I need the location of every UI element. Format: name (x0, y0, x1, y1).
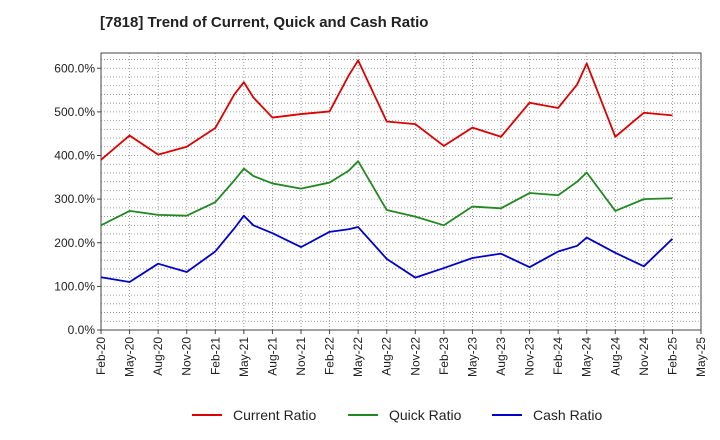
x-tick-label: May-21 (237, 337, 251, 377)
grid-layer (100, 53, 702, 330)
x-tick-label: Feb-25 (665, 337, 679, 375)
legend-label-quick-ratio: Quick Ratio (389, 407, 462, 423)
x-tick-label: Aug-22 (380, 337, 394, 376)
x-tick-label: Feb-21 (208, 337, 222, 375)
series-layer (100, 59, 674, 283)
y-tick-label: 500.0% (54, 105, 95, 119)
x-tick-label: May-22 (351, 337, 365, 377)
legend-label-current-ratio: Current Ratio (233, 407, 316, 423)
x-tick-label: Nov-20 (180, 337, 194, 376)
y-tick-label: 0.0% (68, 323, 96, 337)
x-tick-label: Nov-23 (523, 337, 537, 376)
x-tick-label: Aug-23 (494, 337, 508, 376)
y-tick-label: 600.0% (54, 61, 95, 75)
x-tick-label: May-20 (123, 337, 137, 377)
current-ratio-line (100, 59, 673, 161)
legend-label-cash-ratio: Cash Ratio (533, 407, 602, 423)
x-axis: Feb-20 May-20 Aug-20 Nov-20 Feb-21 May-21 Aug-… (94, 330, 708, 377)
x-tick-label: May-24 (580, 337, 594, 377)
legend: Current Ratio Quick Ratio Cash Ratio (192, 407, 602, 423)
y-tick-label: 100.0% (54, 279, 95, 293)
x-tick-label: Nov-24 (637, 337, 651, 376)
y-axis: 0.0% 100.0% 200.0% 300.0% 400.0% 500.0% 600.0% (54, 61, 101, 337)
x-tick-label: Nov-22 (408, 337, 422, 376)
y-tick-label: 400.0% (54, 149, 95, 163)
y-tick-label: 300.0% (54, 192, 95, 206)
x-tick-label: May-23 (465, 337, 479, 377)
x-tick-label: Feb-22 (323, 337, 337, 375)
chart-title: [7818] Trend of Current, Quick and Cash … (100, 14, 429, 31)
x-tick-label: Aug-21 (265, 337, 279, 376)
plot-frame (100, 52, 702, 331)
y-tick-label: 200.0% (54, 236, 95, 250)
quick-ratio-line (100, 160, 673, 227)
x-tick-label: Aug-24 (608, 337, 622, 376)
x-tick-label: Feb-23 (437, 337, 451, 375)
x-tick-label: Feb-24 (551, 337, 565, 375)
x-tick-label: Feb-20 (94, 337, 108, 375)
x-tick-label: Nov-21 (294, 337, 308, 376)
x-tick-label: May-25 (694, 337, 708, 377)
cash-ratio-line (100, 214, 674, 283)
x-tick-label: Aug-20 (151, 337, 165, 376)
